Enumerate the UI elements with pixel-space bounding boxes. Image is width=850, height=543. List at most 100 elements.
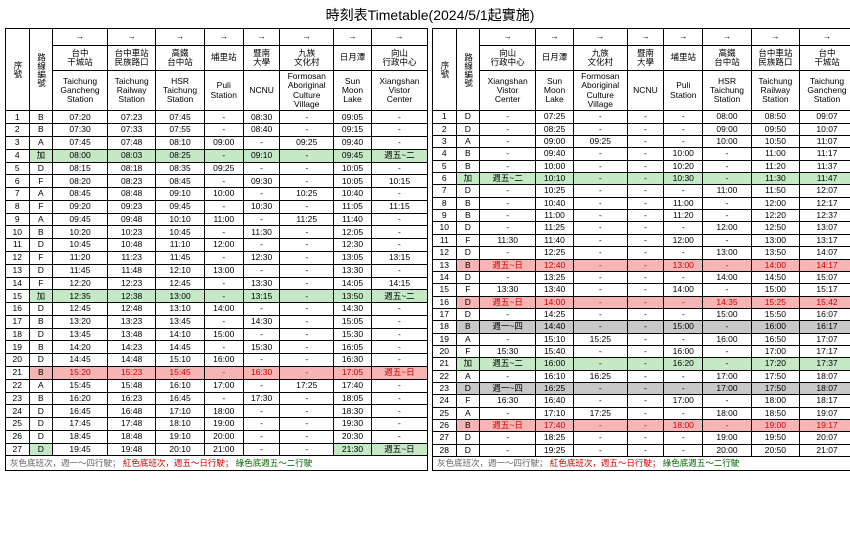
- time-cell: -: [280, 418, 334, 431]
- time-cell: 12:37: [800, 210, 850, 222]
- time-cell: 08:00: [53, 149, 108, 162]
- table-row: 17B13:2013:2313:45-14:30-15:05-: [6, 315, 428, 328]
- route-cell: D: [456, 185, 480, 197]
- table-row: 24F16:3016:40--17:00-18:0018:17: [433, 395, 850, 407]
- table-row: 5B-10:00--10:20-11:2011:37: [433, 160, 850, 172]
- seq-cell: 17: [6, 315, 30, 328]
- time-cell: 19:48: [107, 443, 155, 456]
- arrow-header: →: [703, 29, 751, 46]
- time-cell: 15:50: [751, 308, 799, 320]
- seq-cell: 16: [433, 296, 457, 308]
- seq-cell: 10: [6, 226, 30, 239]
- seq-cell: 12: [6, 251, 30, 264]
- route-cell: B: [456, 259, 480, 271]
- time-cell: -: [243, 239, 280, 252]
- time-cell: 18:00: [703, 407, 751, 419]
- time-cell: -: [243, 213, 280, 226]
- stop-en-header: FormosanAboriginalCultureVillage: [280, 71, 334, 111]
- time-cell: 16:10: [536, 370, 574, 382]
- arrow-header: →: [371, 29, 427, 46]
- seq-cell: 9: [433, 210, 457, 222]
- time-cell: 14:15: [371, 277, 427, 290]
- table-row: 1B07:2007:2307:45-08:30-09:05-: [6, 111, 428, 124]
- time-cell: -: [280, 226, 334, 239]
- time-cell: 18:25: [536, 432, 574, 444]
- time-cell: -: [243, 443, 280, 456]
- time-cell: -: [664, 123, 703, 135]
- stop-cn-header: 台中干城站: [800, 46, 850, 71]
- time-cell: 13:07: [800, 222, 850, 234]
- time-cell: 15:00: [751, 284, 799, 296]
- seq-cell: 7: [6, 188, 30, 201]
- time-cell: -: [204, 175, 243, 188]
- time-cell: 13:15: [243, 290, 280, 303]
- time-cell: 16:00: [536, 358, 574, 370]
- time-cell: 13:15: [371, 251, 427, 264]
- time-cell: 09:25: [280, 136, 334, 149]
- seq-cell: 26: [433, 419, 457, 431]
- time-cell: 10:25: [280, 188, 334, 201]
- time-cell: -: [703, 345, 751, 357]
- time-cell: 14:23: [107, 341, 155, 354]
- time-cell: 12:30: [243, 251, 280, 264]
- time-cell: 10:00: [536, 160, 574, 172]
- seq-cell: 13: [433, 259, 457, 271]
- time-cell: 12:20: [751, 210, 799, 222]
- time-cell: -: [627, 382, 664, 394]
- route-cell: F: [29, 251, 53, 264]
- time-cell: -: [280, 405, 334, 418]
- time-cell: -: [703, 234, 751, 246]
- time-cell: 13:00: [664, 259, 703, 271]
- table-row: 12D-12:25---13:0013:5014:07: [433, 247, 850, 259]
- page-title: 時刻表Timetable(2024/5/1起實施): [5, 5, 850, 25]
- time-cell: -: [243, 354, 280, 367]
- table-row: 7A08:4508:4809:1010:00-10:2510:40-: [6, 188, 428, 201]
- time-cell: -: [280, 277, 334, 290]
- time-cell: 08:45: [53, 188, 108, 201]
- route-cell: A: [456, 370, 480, 382]
- time-cell: 11:17: [800, 148, 850, 160]
- time-cell: -: [627, 111, 664, 123]
- time-cell: -: [573, 444, 627, 456]
- time-cell: 16:50: [751, 333, 799, 345]
- table-row: 23D週一~四16:25---17:0017:5018:07: [433, 382, 850, 394]
- table-row: 20D14:4514:4815:1016:00--16:30-: [6, 354, 428, 367]
- seq-cell: 14: [433, 271, 457, 283]
- time-cell: 14:30: [334, 303, 372, 316]
- table-row: 14F12:2012:2312:45-13:30-14:0514:15: [6, 277, 428, 290]
- time-cell: 16:23: [107, 392, 155, 405]
- time-cell: 18:00: [204, 405, 243, 418]
- time-cell: -: [280, 290, 334, 303]
- time-cell: 17:00: [703, 370, 751, 382]
- time-cell: -: [280, 111, 334, 124]
- time-cell: -: [627, 123, 664, 135]
- time-cell: -: [664, 333, 703, 345]
- table-row: 21加週五~二16:00--16:20-17:2017:37: [433, 358, 850, 370]
- route-cell: B: [29, 367, 53, 380]
- arrow-header: →: [156, 29, 204, 46]
- time-cell: -: [204, 392, 243, 405]
- time-cell: 13:40: [536, 284, 574, 296]
- time-cell: -: [627, 358, 664, 370]
- time-cell: -: [664, 370, 703, 382]
- seq-cell: 20: [433, 345, 457, 357]
- time-cell: 17:00: [204, 379, 243, 392]
- route-cell: 加: [29, 290, 53, 303]
- route-cell: D: [456, 308, 480, 320]
- time-cell: 09:00: [536, 136, 574, 148]
- time-cell: 14:00: [536, 296, 574, 308]
- arrow-header: →: [334, 29, 372, 46]
- time-cell: 12:00: [204, 239, 243, 252]
- time-cell: 15:23: [107, 367, 155, 380]
- time-cell: -: [371, 188, 427, 201]
- time-cell: -: [573, 382, 627, 394]
- time-cell: 10:10: [536, 173, 574, 185]
- route-cell: D: [29, 354, 53, 367]
- seq-cell: 11: [433, 234, 457, 246]
- time-cell: 週五~日: [480, 259, 536, 271]
- time-cell: -: [280, 315, 334, 328]
- time-cell: 14:40: [536, 321, 574, 333]
- time-cell: -: [664, 222, 703, 234]
- seq-cell: 4: [6, 149, 30, 162]
- stop-cn-header: 台中車站民族路口: [107, 46, 155, 71]
